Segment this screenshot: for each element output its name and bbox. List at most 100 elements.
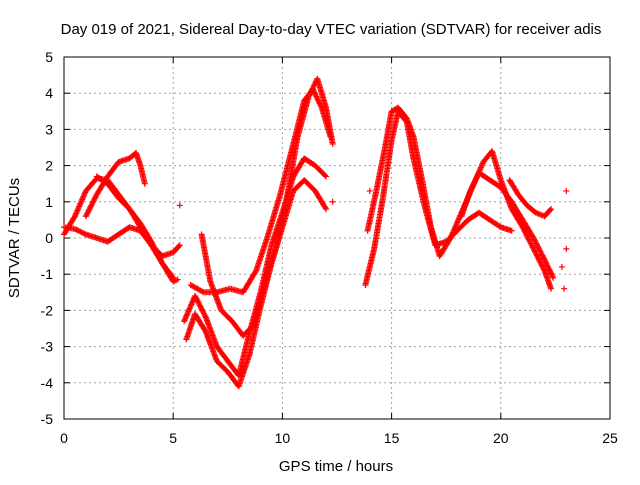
data-point	[525, 235, 532, 241]
data-point	[536, 258, 543, 265]
data-point	[314, 94, 321, 101]
data-point	[80, 230, 87, 237]
data-point	[558, 263, 565, 270]
data-point	[543, 260, 550, 267]
data-point	[531, 236, 538, 243]
data-point	[309, 86, 316, 93]
y-tick-label: 3	[45, 121, 53, 137]
data-point	[327, 133, 334, 140]
y-tick-labels: 5 4 3 2 1 0 -1 -2 -3 -4 -5	[41, 49, 54, 427]
data-point	[86, 205, 93, 212]
data-point	[471, 178, 478, 185]
data-point	[533, 252, 540, 259]
data-point	[310, 87, 317, 94]
data-point	[329, 140, 336, 147]
y-tick-label: -5	[41, 411, 54, 427]
data-point	[174, 276, 181, 283]
data-point	[84, 210, 91, 217]
data-point	[538, 249, 545, 256]
y-axis-label: SDTVAR / TECUs	[6, 178, 23, 298]
y-tick-label: -2	[41, 302, 54, 318]
data-point	[81, 230, 88, 237]
data-point	[321, 172, 328, 179]
x-tick-labels: 0 5 10 15 20 25	[60, 430, 618, 446]
data-point	[192, 292, 199, 299]
data-point	[467, 187, 474, 194]
data-point	[530, 235, 537, 241]
data-point	[529, 243, 536, 250]
data-point	[90, 198, 97, 205]
y-tick-label: 5	[45, 49, 53, 65]
axis-ticks	[63, 56, 611, 420]
data-point	[525, 236, 532, 243]
x-tick-label: 25	[602, 430, 618, 446]
data-point	[539, 252, 546, 259]
data-point	[540, 255, 547, 262]
data-point	[539, 263, 546, 270]
data-point	[74, 227, 81, 234]
x-tick-label: 20	[493, 430, 509, 446]
data-point	[311, 90, 318, 97]
data-point	[196, 302, 203, 309]
data-point	[532, 239, 539, 246]
data-point	[524, 233, 531, 240]
data-point	[312, 92, 319, 99]
data-point	[526, 237, 533, 244]
data-point	[77, 228, 84, 235]
data-point	[548, 272, 555, 279]
data-point	[202, 313, 209, 320]
data-point	[541, 256, 548, 263]
data-point	[85, 207, 92, 214]
data-point	[200, 309, 207, 316]
data-point	[546, 267, 553, 274]
data-point	[532, 249, 539, 256]
data-point	[548, 270, 555, 277]
data-point	[542, 258, 549, 265]
data-point	[536, 245, 543, 252]
data-point	[316, 100, 323, 107]
data-point	[508, 227, 515, 234]
data-point	[467, 186, 474, 193]
data-point	[523, 230, 530, 237]
data-point	[87, 203, 94, 210]
data-point	[470, 180, 477, 187]
data-point	[196, 301, 203, 308]
y-tick-label: 1	[45, 194, 53, 210]
data-point	[531, 237, 538, 244]
data-point	[535, 244, 542, 251]
data-point	[522, 229, 529, 236]
data-point	[201, 311, 208, 318]
data-point	[78, 229, 85, 236]
data-point	[535, 255, 542, 262]
data-point	[533, 241, 540, 248]
data-point	[536, 247, 543, 254]
data-point	[538, 262, 545, 269]
data-point	[471, 179, 478, 186]
data-point	[316, 99, 323, 106]
data-point	[473, 174, 480, 181]
data-point	[141, 180, 148, 187]
data-point	[548, 206, 555, 213]
data-point	[469, 182, 476, 189]
data-point	[561, 285, 568, 292]
x-tick-label: 0	[60, 430, 68, 446]
data-point	[82, 213, 89, 220]
data-point	[313, 93, 320, 100]
data-point	[527, 240, 534, 247]
data-point	[169, 273, 176, 280]
x-tick-label: 5	[169, 430, 177, 446]
data-point	[537, 259, 544, 266]
data-point	[84, 209, 91, 216]
y-tick-label: 4	[45, 85, 53, 101]
y-tick-label: 0	[45, 230, 53, 246]
data-point	[534, 254, 541, 261]
data-point	[317, 101, 324, 108]
data-point	[549, 273, 556, 280]
y-tick-label: -3	[41, 339, 54, 355]
data-point	[88, 201, 95, 208]
data-point	[311, 89, 318, 96]
data-points	[61, 75, 570, 390]
data-point	[176, 202, 183, 209]
data-point	[563, 187, 570, 194]
